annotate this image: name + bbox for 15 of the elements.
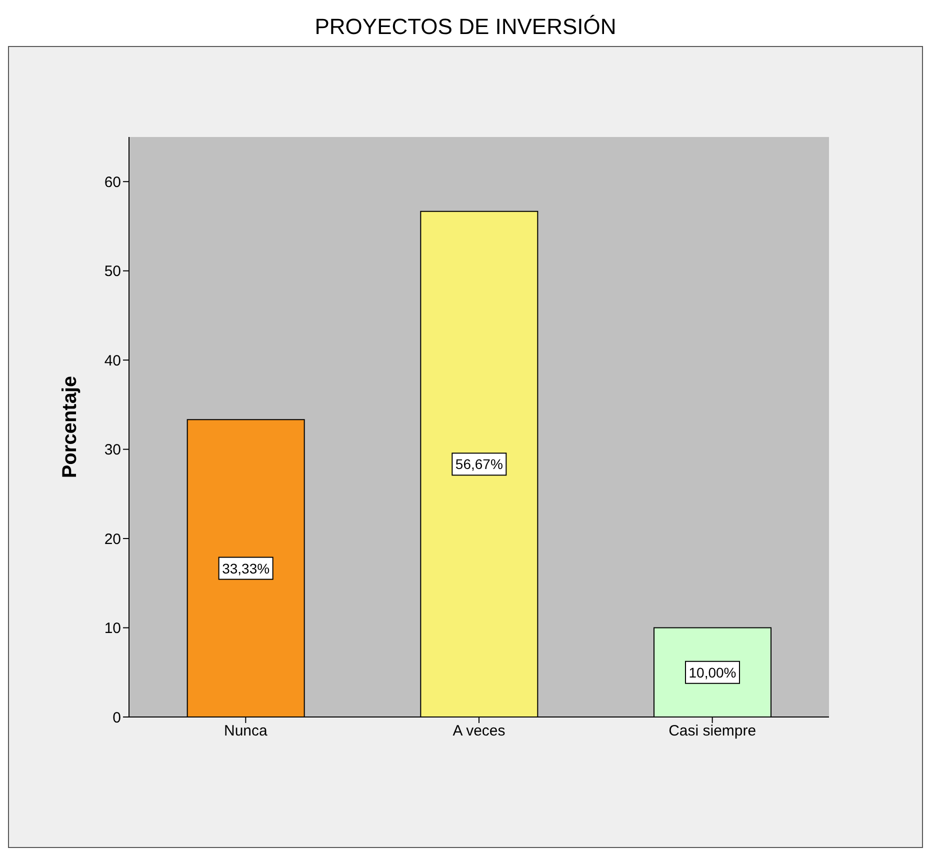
y-tick-label: 60 — [104, 174, 121, 191]
x-tick-label: A veces — [452, 722, 506, 740]
chart-title: PROYECTOS DE INVERSIÓN — [314, 13, 618, 41]
y-tick-label: 0 — [112, 709, 121, 726]
y-tick-label: 30 — [104, 442, 121, 459]
data-label: 56,67% — [455, 456, 503, 472]
x-tick-label: Casi siempre — [668, 722, 756, 740]
y-axis-title: Porcentaje — [59, 376, 82, 478]
x-tick-label: Nunca — [224, 722, 268, 740]
y-tick-label: 40 — [104, 352, 121, 370]
y-tick-label: 10 — [104, 620, 121, 638]
y-tick-label: 50 — [104, 263, 121, 280]
data-label: 33,33% — [222, 560, 270, 576]
y-tick-label: 20 — [104, 530, 121, 548]
data-label: 10,00% — [688, 664, 736, 680]
